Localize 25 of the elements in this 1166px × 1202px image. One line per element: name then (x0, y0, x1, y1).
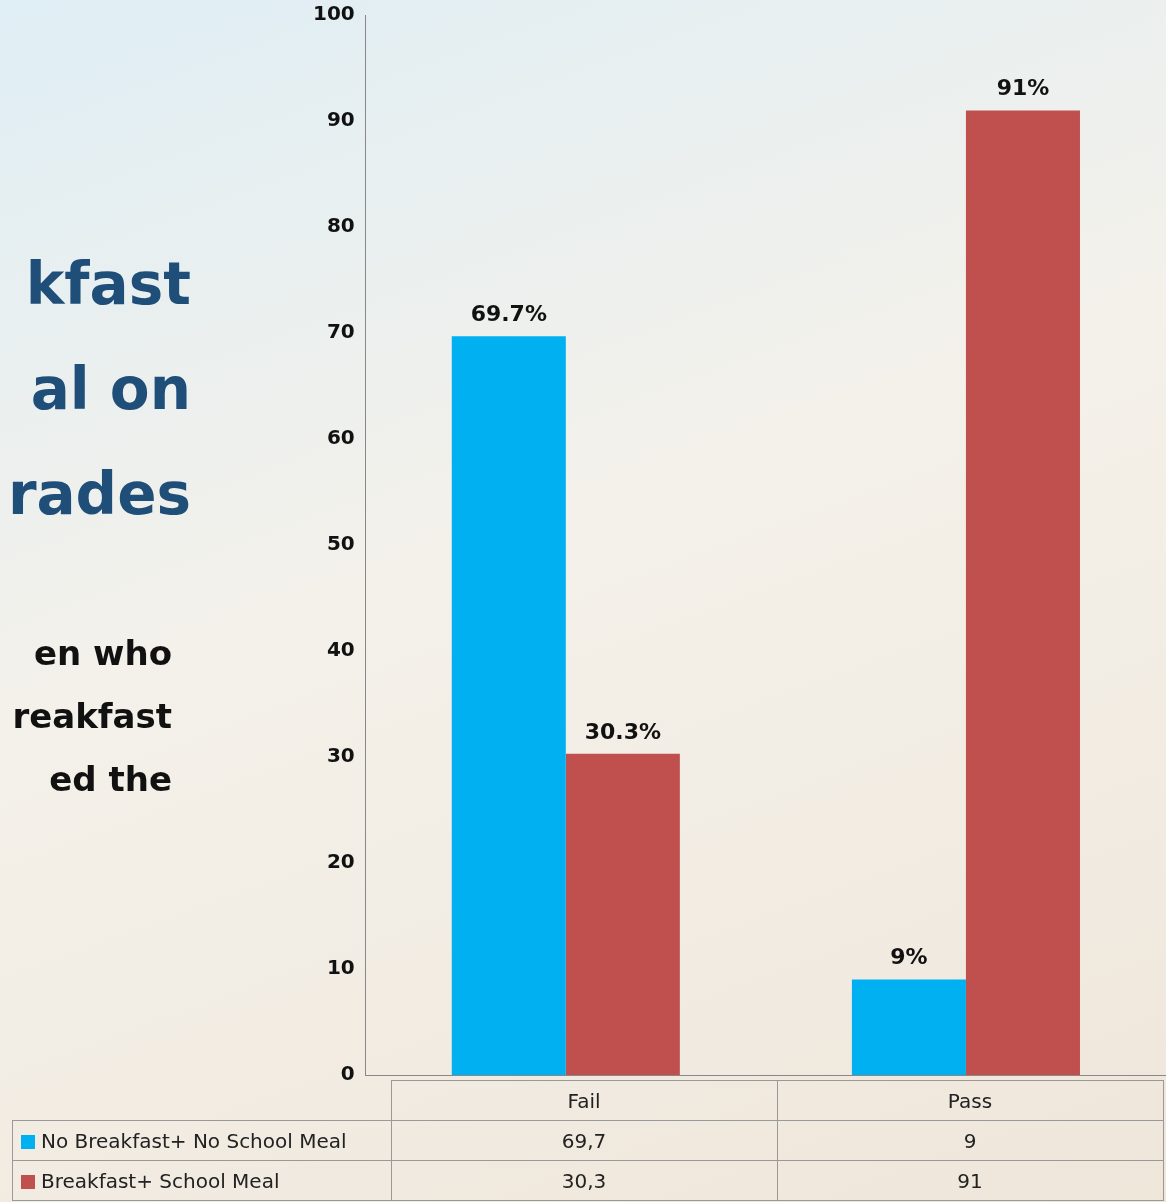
legend-label: Breakfast+ School Meal (12, 1160, 391, 1201)
y-tick-label: 20 (326, 849, 355, 874)
data-label: 91% (996, 75, 1050, 101)
data-label: 69.7% (470, 300, 547, 326)
y-tick-label: 80 (326, 213, 355, 238)
text: 9 (777, 1120, 1163, 1161)
data-label: 9% (890, 944, 928, 970)
y-tick-label: 50 (326, 531, 355, 556)
y-tick-label: 70 (326, 319, 355, 344)
text: 30,3 (391, 1160, 777, 1201)
data-label: 30.3% (584, 718, 661, 744)
y-tick-label: 10 (326, 955, 355, 980)
y-tick-label: 90 (326, 107, 355, 132)
legend-label: No Breakfast+ No School Meal (12, 1120, 391, 1161)
y-tick-label: 60 (326, 425, 355, 450)
text: 69,7 (391, 1120, 777, 1161)
y-tick-label: 30 (326, 743, 355, 768)
y-tick-label: 100 (313, 1, 355, 26)
text: 91 (777, 1160, 1163, 1201)
x-tick-label: Pass (777, 1080, 1163, 1121)
x-tick-label: Fail (391, 1080, 777, 1121)
y-tick-label: 0 (340, 1061, 355, 1086)
y-tick-label: 40 (326, 637, 355, 662)
text: en who reakfast ed the (12, 632, 172, 801)
text: kfast al on rades (7, 249, 191, 530)
